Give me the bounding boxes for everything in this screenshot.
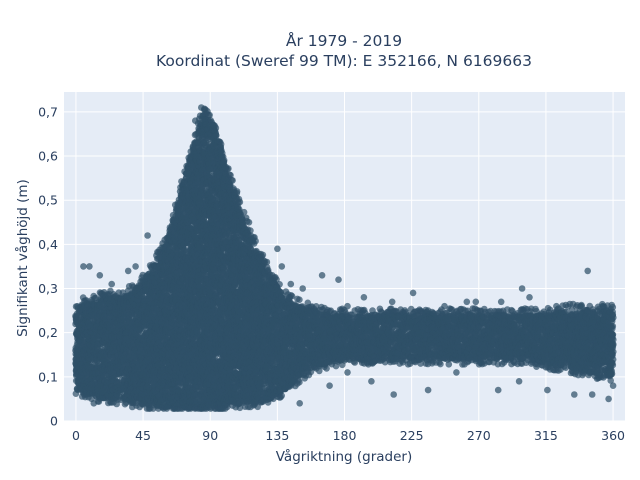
data-points [72, 104, 617, 412]
